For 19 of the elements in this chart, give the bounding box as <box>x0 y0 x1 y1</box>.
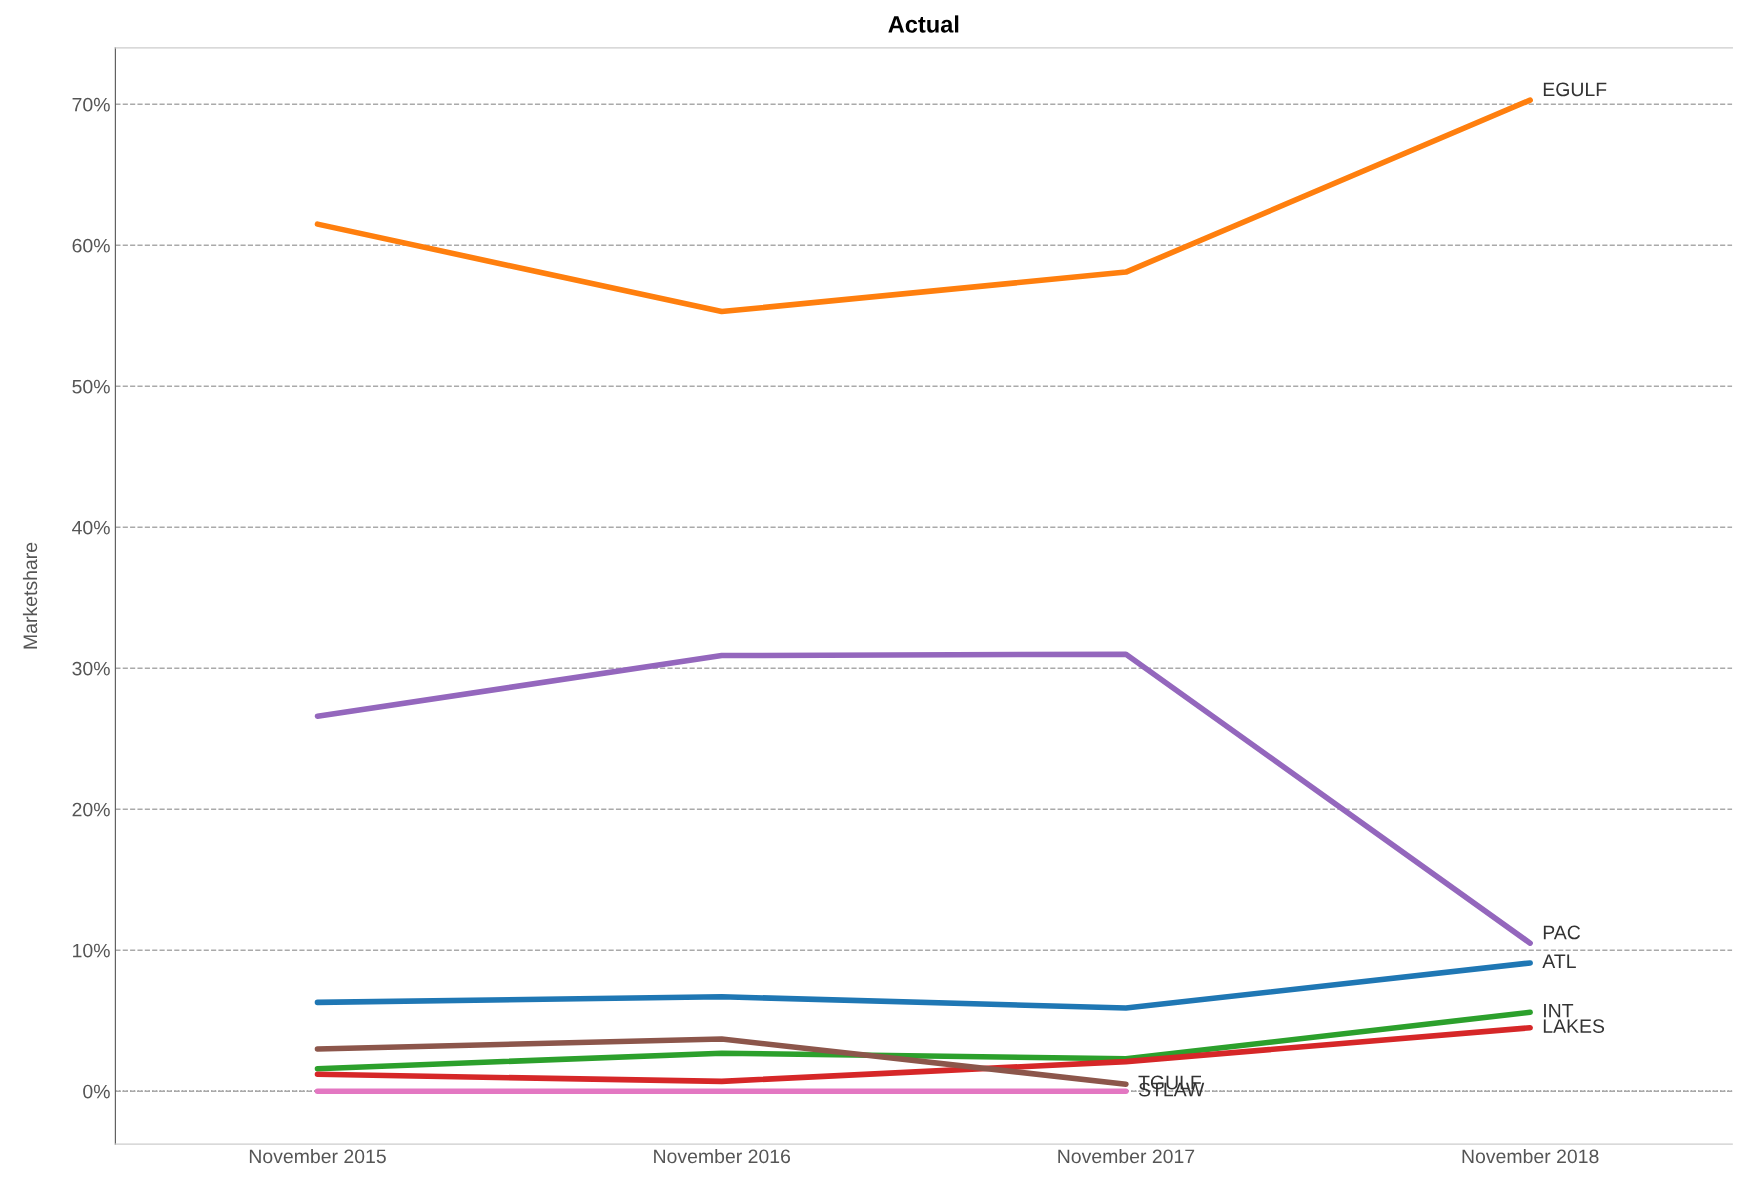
x-tick-label: November 2017 <box>1058 1148 1195 1164</box>
chart-title: Actual <box>888 15 959 33</box>
y-tick-label: 50% <box>72 379 110 394</box>
y-tick-label: 0% <box>83 1084 110 1099</box>
y-axis-title: Marketshare <box>22 542 38 649</box>
x-tick-label: November 2018 <box>1462 1148 1599 1164</box>
series-label: EGULF <box>1543 82 1607 97</box>
series-label: PAC <box>1543 925 1581 940</box>
series-label: ATL <box>1542 954 1576 968</box>
y-tick-label: 30% <box>72 661 110 676</box>
y-tick-label: 60% <box>72 238 110 253</box>
series-label: LAKES <box>1543 1019 1605 1033</box>
y-tick-label: 10% <box>73 943 110 958</box>
x-tick-label: November 2016 <box>654 1148 791 1164</box>
series-label: INT <box>1544 1003 1574 1018</box>
y-tick-label: 20% <box>72 802 110 817</box>
x-tick-label: November 2015 <box>249 1148 386 1164</box>
y-tick-label: 70% <box>72 97 110 112</box>
y-tick-label: 40% <box>72 520 110 535</box>
